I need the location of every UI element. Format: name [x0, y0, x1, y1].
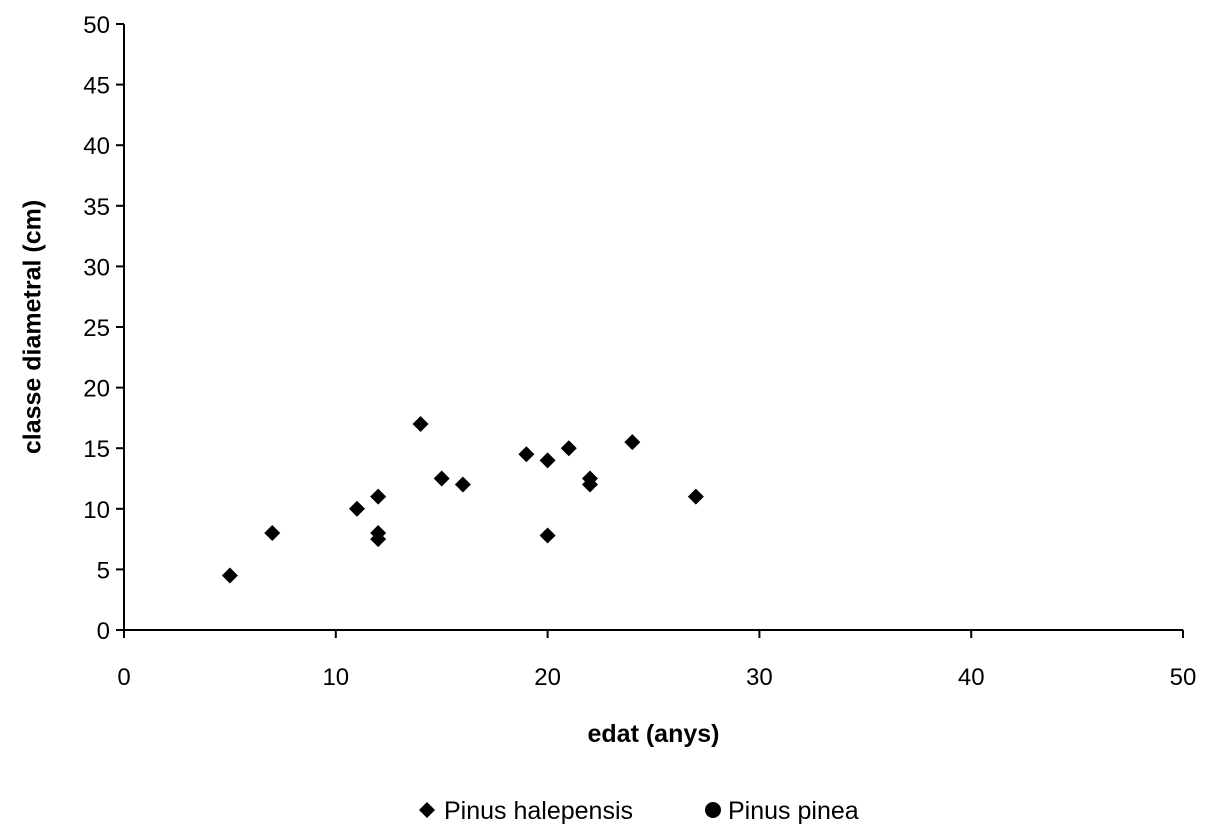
x-axis-title: edat (anys): [588, 720, 720, 748]
x-tick-label: 0: [117, 664, 130, 691]
y-tick-label: 25: [83, 315, 110, 342]
y-tick-label: 50: [83, 12, 110, 39]
axes: 0 5 10 15 20 25 30 35 40 45 50 0 10 20 30 40 50: [83, 12, 1196, 691]
data-point-diamond: [433, 470, 450, 487]
data-point-diamond: [581, 476, 598, 493]
y-tick-label: 20: [83, 376, 110, 403]
data-point-diamond: [412, 415, 429, 432]
y-tick-label: 35: [83, 194, 110, 221]
y-axis-ticks: 0 5 10 15 20 25 30 35 40 45 50: [83, 12, 124, 645]
data-point-diamond: [370, 531, 387, 548]
y-tick-label: 10: [83, 497, 110, 524]
data-point-diamond: [539, 527, 556, 544]
data-point-diamond: [221, 567, 238, 584]
y-axis-title: classe diametral (cm): [19, 200, 47, 454]
data-point-diamond: [264, 525, 281, 542]
y-tick-label: 30: [83, 254, 110, 281]
legend-circle-marker: [705, 802, 721, 818]
x-tick-label: 20: [534, 664, 561, 691]
x-tick-label: 30: [746, 664, 773, 691]
y-tick-label: 0: [97, 618, 110, 645]
data-point-diamond: [454, 476, 471, 493]
data-point-diamond: [687, 488, 704, 505]
y-tick-label: 45: [83, 73, 110, 100]
data-point-diamond: [518, 446, 535, 463]
data-point-diamond: [539, 452, 556, 469]
legend: Pinus halepensis Pinus pinea: [419, 797, 859, 825]
data-point-diamond: [348, 500, 365, 517]
legend-label: Pinus pinea: [728, 797, 859, 825]
x-tick-label: 50: [1170, 664, 1197, 691]
x-tick-label: 10: [322, 664, 349, 691]
x-tick-label: 40: [958, 664, 985, 691]
y-tick-label: 15: [83, 436, 110, 463]
x-axis-ticks: 0 10 20 30 40 50: [117, 630, 1196, 691]
legend-diamond-marker: [419, 802, 435, 818]
y-tick-label: 40: [83, 133, 110, 160]
data-point-diamond: [560, 440, 577, 457]
legend-item-pinus-halepensis: Pinus halepensis: [419, 797, 633, 825]
data-point-diamond: [370, 488, 387, 505]
legend-item-pinus-pinea: Pinus pinea: [705, 797, 859, 825]
data-point-diamond: [624, 434, 641, 451]
y-tick-label: 5: [97, 557, 110, 584]
legend-label: Pinus halepensis: [444, 797, 633, 825]
data-points: [221, 415, 704, 584]
